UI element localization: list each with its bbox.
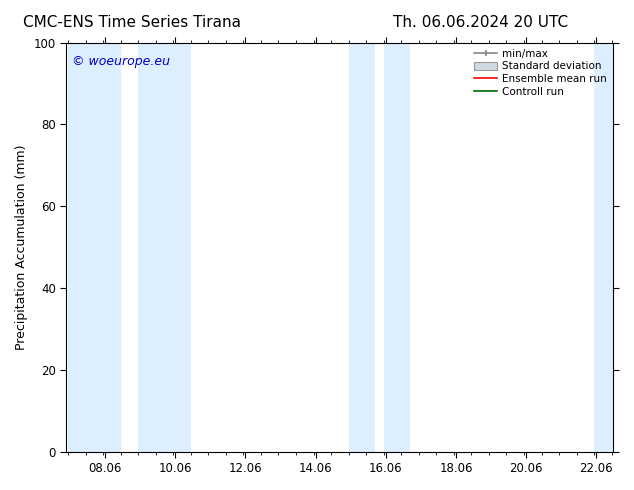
Text: Th. 06.06.2024 20 UTC: Th. 06.06.2024 20 UTC [393,15,568,30]
Y-axis label: Precipitation Accumulation (mm): Precipitation Accumulation (mm) [15,145,28,350]
Text: © woeurope.eu: © woeurope.eu [72,55,170,68]
Text: CMC-ENS Time Series Tirana: CMC-ENS Time Series Tirana [23,15,241,30]
Bar [594,43,614,452]
Legend: min/max, Standard deviation, Ensemble mean run, Controll run: min/max, Standard deviation, Ensemble me… [471,46,611,100]
Bar [384,43,410,452]
Bar [68,43,120,452]
Bar [138,43,191,452]
Bar [349,43,375,452]
